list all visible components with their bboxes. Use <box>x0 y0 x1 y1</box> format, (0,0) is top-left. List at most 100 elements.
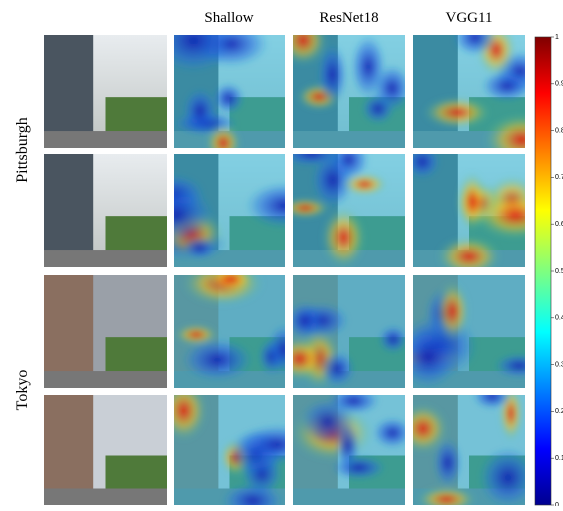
ground <box>44 488 167 505</box>
heat-blob <box>341 172 388 196</box>
image-content <box>413 154 525 267</box>
heat-blob <box>212 83 244 114</box>
colorbar-tick-label: 0.6 <box>555 221 563 228</box>
heat-blobs <box>422 35 525 148</box>
heat-blob <box>183 88 217 134</box>
heatmap <box>174 154 285 267</box>
row-label: Tokyo <box>14 370 31 411</box>
heat-blob <box>174 186 214 244</box>
heat-blob <box>422 96 492 129</box>
heatmap <box>293 154 405 267</box>
heat-blob <box>413 325 458 388</box>
photo <box>44 35 167 148</box>
ground <box>44 371 167 388</box>
ground <box>44 250 167 267</box>
heat-blob <box>222 483 283 505</box>
colorbar <box>534 36 552 506</box>
row-label: Pittsburgh <box>14 117 31 183</box>
heat-blob <box>238 424 285 465</box>
heat-blob <box>293 35 328 66</box>
heat-blob <box>413 154 440 179</box>
column-headers: Shallow ResNet18 VGG11 <box>204 10 492 26</box>
heat-blob <box>435 281 470 342</box>
heat-blob <box>483 113 525 148</box>
heat-blob <box>293 336 326 381</box>
photo <box>44 154 167 267</box>
image-content <box>413 275 525 388</box>
image-content <box>44 275 167 388</box>
heat-blobs <box>174 395 285 505</box>
heat-blob <box>293 302 324 340</box>
heat-blob <box>267 324 285 375</box>
heat-blob <box>182 237 217 259</box>
heat-blobs <box>293 395 405 480</box>
image-content <box>293 35 405 148</box>
heatmap <box>293 395 405 505</box>
heat-blob <box>245 182 285 229</box>
colorbar-tick-label: 0.3 <box>555 361 563 368</box>
heatmap <box>174 35 285 148</box>
heat-blobs <box>293 302 405 388</box>
heat-blobs <box>413 154 525 267</box>
heat-blob <box>361 93 395 124</box>
heat-blobs <box>413 395 525 505</box>
image-content <box>174 154 285 267</box>
image-content <box>44 154 167 267</box>
photo <box>44 395 167 505</box>
heat-blob <box>378 325 405 353</box>
heatmap <box>413 395 525 505</box>
heatmap <box>413 35 525 148</box>
image-content <box>293 275 405 388</box>
heat-blob <box>433 438 462 487</box>
heat-blob <box>174 395 207 441</box>
colorbar-tick-label: 0.5 <box>555 268 563 275</box>
heat-blob <box>181 338 253 381</box>
heat-blobs <box>413 281 525 388</box>
building <box>44 154 94 267</box>
column-header: Shallow <box>204 10 253 26</box>
image-content <box>293 395 405 505</box>
heat-blob <box>335 421 360 470</box>
heatmap <box>293 275 405 388</box>
colorbar-tick-label: 0.7 <box>555 174 563 181</box>
heat-blobs <box>174 275 285 381</box>
heat-blob <box>494 353 525 378</box>
colorbar-tick-label: 0.4 <box>555 315 563 322</box>
colorbar-tick-label: 0 <box>555 502 559 506</box>
image-content <box>413 35 525 148</box>
heat-blob <box>311 154 354 208</box>
image-content <box>44 395 167 505</box>
heat-blob <box>453 35 497 56</box>
image-content <box>293 154 405 267</box>
image-content <box>413 395 525 505</box>
colorbar-ticks: 0 0.1 0.2 0.3 0.4 0.5 0.6 0.7 0.8 0.9 1 <box>551 34 563 509</box>
heat-blob <box>473 191 525 240</box>
heatmap <box>413 154 525 267</box>
colorbar-tick-label: 0.1 <box>555 455 563 462</box>
heat-blob <box>478 447 525 505</box>
column-header: VGG11 <box>446 10 493 26</box>
heat-blob <box>436 236 502 267</box>
heat-blob <box>319 351 355 387</box>
building <box>44 35 94 148</box>
building <box>44 275 94 388</box>
heat-blob <box>416 486 477 505</box>
building <box>44 395 94 505</box>
image-content <box>174 395 285 505</box>
heat-blob <box>498 395 524 442</box>
image-content <box>44 35 167 148</box>
heat-blob <box>293 197 330 219</box>
heatmap <box>413 275 525 388</box>
photo <box>44 275 167 388</box>
colorbar-tick-label: 0.9 <box>555 81 563 88</box>
heat-blob <box>174 324 218 346</box>
heat-blob <box>207 275 255 294</box>
colorbar-tick-label: 1 <box>555 34 559 41</box>
image-grid <box>44 35 525 505</box>
heat-blobs <box>293 35 405 124</box>
heatmap <box>293 35 405 148</box>
heat-blob <box>321 207 366 267</box>
heat-blob <box>293 154 343 166</box>
heat-blobs <box>174 174 285 260</box>
